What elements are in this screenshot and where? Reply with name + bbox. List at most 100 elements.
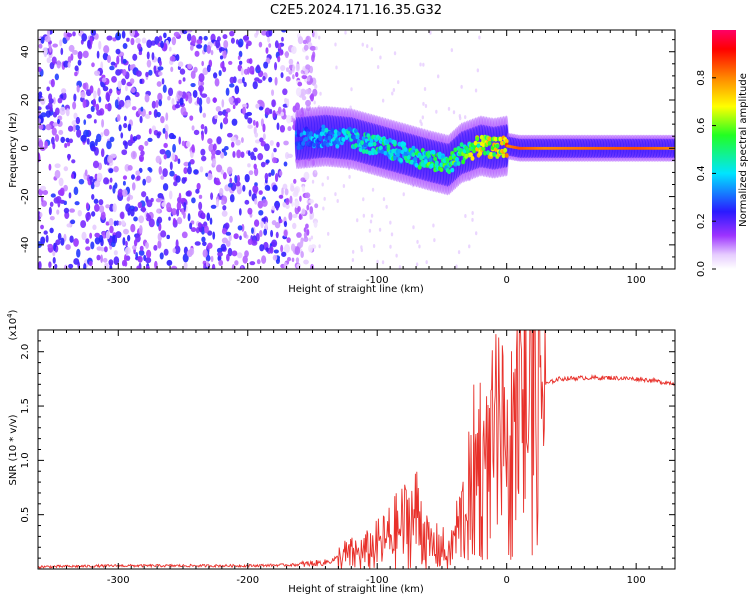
spectrogram-cell — [45, 123, 52, 131]
spectrogram-cell — [199, 105, 203, 114]
spectrogram-cell — [475, 136, 480, 142]
spectrogram-cell — [487, 136, 492, 142]
spectrogram-cell — [38, 261, 42, 269]
spectrogram-cell — [129, 78, 135, 84]
spectrogram-cell — [130, 223, 136, 233]
spectrogram-cell — [228, 96, 234, 104]
spectrogram-cell — [272, 110, 276, 118]
spectrogram-cell — [135, 70, 142, 77]
snr-multiplier: (x104) — [6, 309, 19, 340]
spectrogram-cell — [67, 125, 74, 132]
spectrogram-cell — [191, 35, 197, 45]
spectrogram-cell — [90, 105, 95, 113]
spectrogram-cell — [176, 217, 183, 225]
spectrogram-cell — [495, 143, 500, 149]
spectrogram-cell — [294, 141, 299, 147]
spectrogram-cell — [296, 232, 302, 238]
spectrogram-cell — [336, 130, 341, 136]
spectrogram-cell — [464, 154, 469, 159]
spectrogram-cell — [286, 237, 291, 243]
spectrogram-cell — [132, 53, 138, 61]
spectrogram-cell — [269, 140, 274, 146]
spectrogram-cell — [105, 92, 110, 101]
spectrogram-cell — [144, 140, 149, 146]
spectrogram-cell — [347, 126, 352, 132]
spectrogram-cell — [198, 73, 205, 83]
spectrogram-cell — [201, 155, 207, 162]
spectrogram-cell — [120, 211, 125, 220]
spectrogram-cell — [122, 68, 127, 77]
y-tick-label: 1.0 — [20, 452, 31, 468]
spectrogram-cell — [40, 97, 46, 105]
spectrogram-cell — [425, 260, 428, 265]
spectrogram-cell — [196, 39, 203, 45]
spectrogram-cell — [293, 178, 297, 184]
spectrogram-cell — [201, 60, 204, 67]
spectrogram-cell — [185, 141, 191, 148]
spectrogram-cell — [49, 227, 54, 234]
spectrogram-cell — [330, 127, 335, 133]
spectrogram-cell — [175, 53, 180, 61]
spectrogram-cell — [131, 182, 136, 191]
spectrogram-cell — [137, 255, 143, 263]
spectrogram-cell — [382, 197, 386, 202]
spectrogram-cell — [224, 222, 230, 230]
spectrogram-cell — [109, 65, 115, 71]
spectrogram-cell — [242, 106, 247, 115]
spectrogram-cell — [367, 150, 372, 156]
spectrogram-cell — [218, 47, 225, 52]
spectrogram-cell — [326, 176, 330, 181]
spectrogram-cell — [228, 60, 233, 65]
spectrogram-cell — [63, 184, 68, 192]
spectrogram-cell — [285, 67, 290, 73]
spectrogram-cell — [338, 127, 343, 133]
spectrogram-cell — [236, 252, 243, 259]
spectrogram-cell — [268, 172, 272, 177]
spectrogram-cell — [412, 225, 415, 230]
spectrogram-cell — [458, 114, 462, 119]
spectrogram-cell — [189, 45, 194, 51]
spectrogram-cell — [229, 76, 235, 84]
spectrogram-cell — [84, 169, 88, 177]
spectrogram-cell — [253, 219, 260, 227]
spectrogram-cell — [481, 146, 486, 152]
spectrogram-cell — [108, 217, 114, 226]
spectrogram-cell — [107, 155, 114, 164]
spectrogram-cell — [115, 48, 121, 55]
spectrogram-cell — [452, 110, 456, 115]
spectrogram-cell — [239, 235, 242, 241]
spectrogram-cell — [67, 61, 71, 68]
spectrogram-cell — [81, 231, 87, 241]
spectrogram-cell — [51, 127, 57, 136]
spectrogram-cell — [174, 104, 181, 109]
spectrogram-cell — [279, 125, 286, 133]
spectrogram-cell — [162, 183, 169, 191]
spectrogram-cell — [52, 256, 56, 264]
spectrogram-cell — [215, 149, 222, 156]
spectrogram-cell — [206, 212, 211, 222]
spectrogram-cell — [169, 161, 173, 171]
spectrogram-cell — [415, 262, 419, 267]
spectrogram-cell — [242, 255, 248, 264]
spectrogram-cell — [422, 62, 425, 67]
spectrogram-cell — [251, 227, 254, 234]
spectrogram-cell — [392, 87, 396, 92]
spectrogram-cell — [301, 74, 308, 80]
spectrogram-cell — [288, 211, 293, 221]
spectrogram-cell — [222, 205, 227, 211]
spectrogram-cell — [253, 147, 258, 153]
spectrogram-cell — [243, 231, 247, 238]
spectrogram-cell — [132, 135, 138, 142]
spectrogram-cell — [474, 231, 478, 236]
spectrogram-cell — [91, 62, 95, 68]
spectrogram-cell — [146, 249, 152, 259]
spectrogram-cell — [129, 30, 136, 37]
spectrogram-cell — [305, 55, 309, 60]
spectrogram-cell — [243, 81, 247, 88]
spectrogram-cell — [167, 87, 174, 97]
spectrogram-frame — [37, 29, 676, 270]
spectrogram-cell — [222, 172, 227, 180]
spectrogram-cell — [258, 106, 264, 111]
colorbar-tick-label: 0.0 — [696, 261, 707, 277]
spectrogram-cell — [226, 253, 230, 262]
